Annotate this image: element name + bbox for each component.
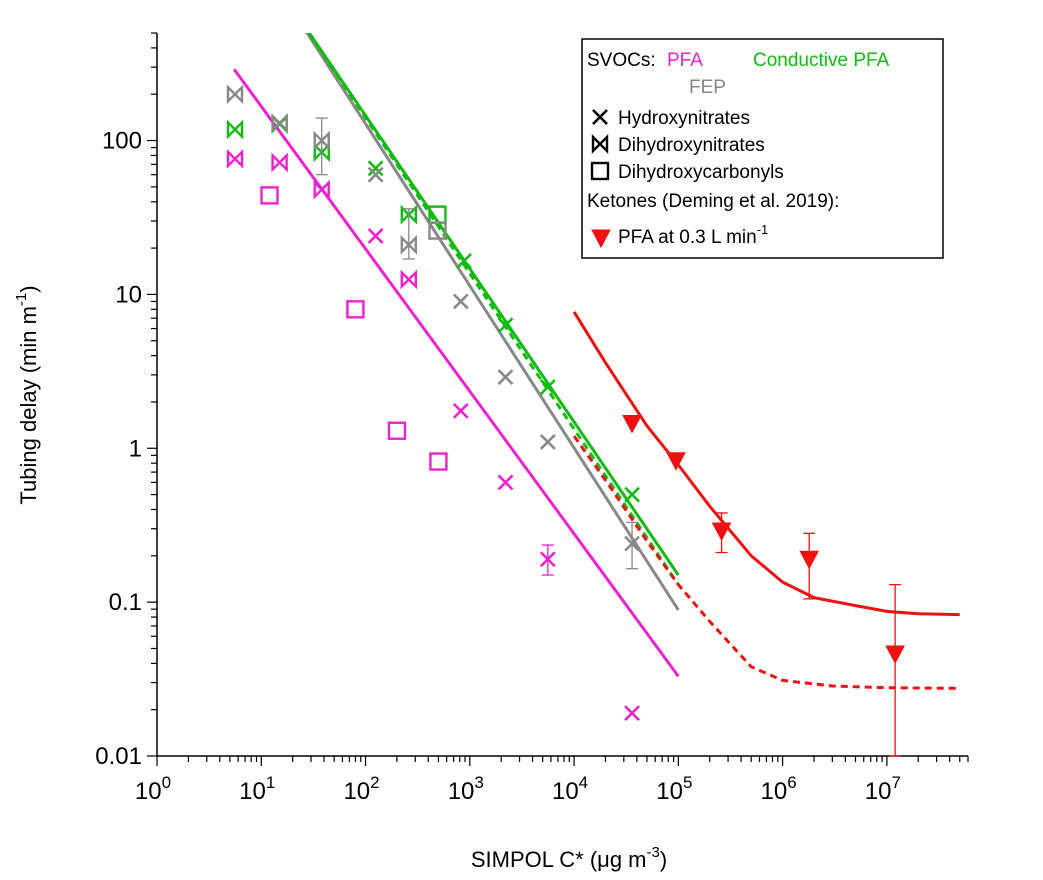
y-tick-label: 100 — [102, 128, 142, 155]
marker-conductive-pfa-x — [539, 379, 556, 395]
y-tick-label: 10 — [115, 281, 142, 308]
marker-ketones-triangle-down — [666, 452, 686, 471]
legend-pfa: PFA — [667, 50, 703, 71]
marker-ketones-triangle-down — [711, 522, 732, 542]
marker-pfa-bowtie — [226, 148, 244, 169]
legend-triangle-icon — [591, 229, 611, 249]
marker-pfa-square — [346, 300, 365, 319]
y-tick-label: 0.1 — [109, 589, 142, 616]
x-tick-label: 102 — [343, 773, 379, 805]
marker-ketones-triangle-down — [885, 645, 905, 665]
marker-conductive-pfa-x — [367, 160, 384, 177]
marker-fep-x — [452, 293, 469, 310]
legend-symbols — [590, 109, 611, 249]
marker-pfa-x — [497, 474, 514, 491]
legend-ketone-pfa: PFA at 0.3 L min-1 — [618, 222, 768, 248]
legend-square-icon — [590, 161, 610, 181]
marker-pfa-bowtie — [400, 269, 418, 290]
marker-pfa-bowtie — [313, 179, 330, 200]
marker-pfa-x — [624, 705, 640, 722]
x-tick-label: 103 — [448, 773, 484, 805]
y-tick-label: 1 — [129, 435, 142, 462]
x-tick-label: 100 — [135, 773, 171, 805]
x-tick-label: 104 — [552, 773, 588, 805]
legend-bowtie-icon — [591, 134, 609, 154]
x-tick-label: 106 — [761, 773, 797, 805]
marker-fep-x — [367, 166, 384, 183]
marker-fep-bowtie — [313, 130, 330, 151]
marker-pfa-square — [429, 452, 448, 471]
legend-box — [581, 38, 944, 259]
marker-pfa-bowtie — [271, 152, 288, 173]
legend-dihydroxycarbonyls: Dihydroxycarbonyls — [618, 162, 784, 183]
fit-line-conductive-pfa-solid — [307, 33, 680, 576]
legend-svocs: SVOCs: — [587, 50, 656, 71]
legend-ketones: Ketones (Deming et al. 2019): — [587, 191, 839, 212]
marker-conductive-pfa-x — [456, 253, 472, 269]
marker-conductive-pfa-bowtie — [400, 204, 418, 225]
legend: SVOCs: PFA Conductive PFA FEP Hydroxynit… — [581, 38, 944, 259]
marker-pfa-square — [387, 421, 407, 440]
marker-fep-x — [539, 433, 556, 450]
marker-fep-bowtie — [226, 84, 244, 105]
fit-line-pfa-solid — [232, 68, 680, 678]
marker-pfa-x — [452, 402, 469, 419]
x-axis-title: SIMPOL C* (μg m-3) — [471, 844, 667, 872]
fit-line-ketones-dashed — [572, 435, 960, 690]
legend-dihydroxynitrates: Dihydroxynitrates — [618, 135, 765, 156]
y-tick-label: 0.01 — [95, 743, 142, 770]
x-tick-label: 107 — [865, 773, 901, 805]
x-tick-label: 105 — [656, 773, 692, 805]
marker-ketones-triangle-down — [622, 414, 642, 434]
marker-pfa-x — [367, 227, 384, 244]
marker-conductive-pfa-x — [497, 317, 514, 334]
legend-fep: FEP — [689, 77, 726, 98]
axis-ticks: 100 101 102 103 104 105 106 107 0.01 0.1 1 10 100 — [95, 32, 969, 805]
marker-fep-x — [624, 535, 640, 552]
marker-conductive-pfa-x — [624, 486, 640, 503]
legend-x-icon — [592, 109, 608, 125]
marker-pfa-x — [539, 551, 556, 568]
fit-line-fep-solid — [305, 33, 680, 611]
marker-fep-bowtie — [400, 234, 418, 255]
legend-conductive-pfa: Conductive PFA — [753, 50, 890, 71]
x-tick-label: 101 — [239, 773, 275, 805]
data-markers — [226, 84, 905, 757]
marker-fep-x — [497, 369, 514, 386]
marker-fep-square — [428, 221, 447, 240]
marker-fep-bowtie — [271, 113, 288, 133]
marker-pfa-square — [260, 186, 279, 205]
marker-ketones-triangle-down — [799, 550, 820, 570]
marker-conductive-pfa-bowtie — [226, 119, 244, 140]
y-axis-title: Tubing delay (min m-1) — [13, 285, 41, 504]
legend-hydroxynitrates: Hydroxynitrates — [618, 108, 750, 129]
